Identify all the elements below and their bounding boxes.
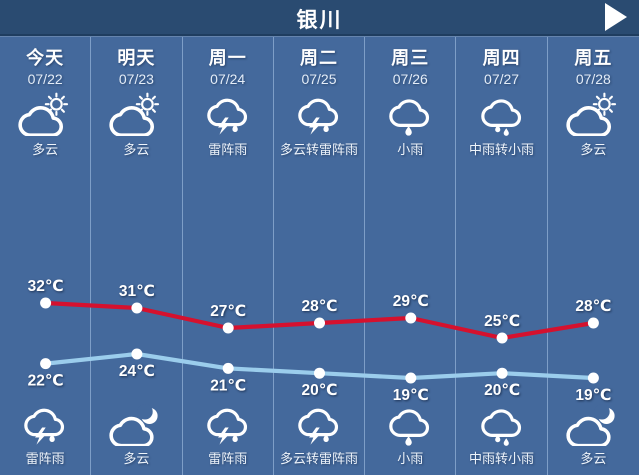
day-name: 周五 bbox=[574, 48, 613, 68]
header-bar: 银川 bbox=[0, 0, 639, 36]
day-name: 明天 bbox=[117, 48, 156, 68]
thunderstorm-icon bbox=[274, 402, 364, 446]
day-date: 07/25 bbox=[301, 71, 337, 87]
day-name: 周四 bbox=[482, 48, 521, 68]
day-column-4: 周三 07/26 小雨 小雨 bbox=[365, 37, 457, 475]
thunderstorm-icon bbox=[0, 402, 90, 446]
day-condition: 小雨 bbox=[397, 142, 424, 157]
day-column-5: 周四 07/27 中雨转小雨 中雨转小雨 bbox=[456, 37, 548, 475]
rain-moderate-icon bbox=[456, 90, 546, 138]
day-columns: 今天 07/22 多云 雷阵雨 明天 07/23 多云 bbox=[0, 37, 639, 475]
night-condition: 小雨 bbox=[397, 451, 424, 466]
cloud-moon-icon bbox=[548, 402, 639, 446]
day-name: 周三 bbox=[391, 48, 430, 68]
day-date: 07/26 bbox=[392, 71, 428, 87]
day-date: 07/24 bbox=[210, 71, 246, 87]
rain-light-icon bbox=[365, 90, 455, 138]
city-title: 银川 bbox=[296, 9, 343, 32]
day-condition: 多云 bbox=[123, 142, 150, 157]
day-condition: 中雨转小雨 bbox=[469, 142, 535, 157]
night-condition: 多云转雷阵雨 bbox=[279, 451, 358, 466]
day-name: 周二 bbox=[299, 48, 338, 68]
thunderstorm-icon bbox=[274, 90, 364, 138]
day-date: 07/23 bbox=[118, 71, 154, 87]
day-column-3: 周二 07/25 多云转雷阵雨 多云转雷阵雨 bbox=[274, 37, 366, 475]
rain-moderate-icon bbox=[456, 402, 546, 446]
thunderstorm-icon bbox=[183, 90, 273, 138]
day-condition: 多云 bbox=[580, 142, 607, 157]
day-condition: 多云 bbox=[32, 142, 59, 157]
day-date: 07/27 bbox=[484, 71, 520, 87]
day-column-2: 周一 07/24 雷阵雨 雷阵雨 bbox=[183, 37, 274, 475]
day-name: 今天 bbox=[26, 48, 65, 68]
day-column-0: 今天 07/22 多云 雷阵雨 bbox=[0, 37, 92, 475]
day-column-1: 明天 07/23 多云 多云 bbox=[91, 37, 183, 475]
day-condition: 雷阵雨 bbox=[208, 142, 248, 157]
cloud-sun-icon bbox=[548, 90, 639, 138]
day-date: 07/22 bbox=[27, 71, 63, 87]
night-condition: 雷阵雨 bbox=[25, 451, 65, 466]
day-date: 07/28 bbox=[575, 71, 611, 87]
next-arrow-icon bbox=[605, 3, 627, 31]
rain-light-icon bbox=[365, 402, 455, 446]
cloud-sun-icon bbox=[0, 90, 90, 138]
day-name: 周一 bbox=[208, 48, 247, 68]
day-condition: 多云转雷阵雨 bbox=[279, 142, 358, 157]
day-column-6: 周五 07/28 多云 多云 bbox=[548, 37, 639, 475]
cloud-moon-icon bbox=[91, 402, 181, 446]
night-condition: 多云 bbox=[123, 451, 150, 466]
night-condition: 雷阵雨 bbox=[208, 451, 248, 466]
forecast-board: 今天 07/22 多云 雷阵雨 明天 07/23 多云 bbox=[0, 36, 639, 475]
cloud-sun-icon bbox=[91, 90, 181, 138]
next-page-button[interactable] bbox=[601, 2, 631, 32]
night-condition: 中雨转小雨 bbox=[469, 451, 535, 466]
thunderstorm-icon bbox=[183, 402, 273, 446]
night-condition: 多云 bbox=[580, 451, 607, 466]
